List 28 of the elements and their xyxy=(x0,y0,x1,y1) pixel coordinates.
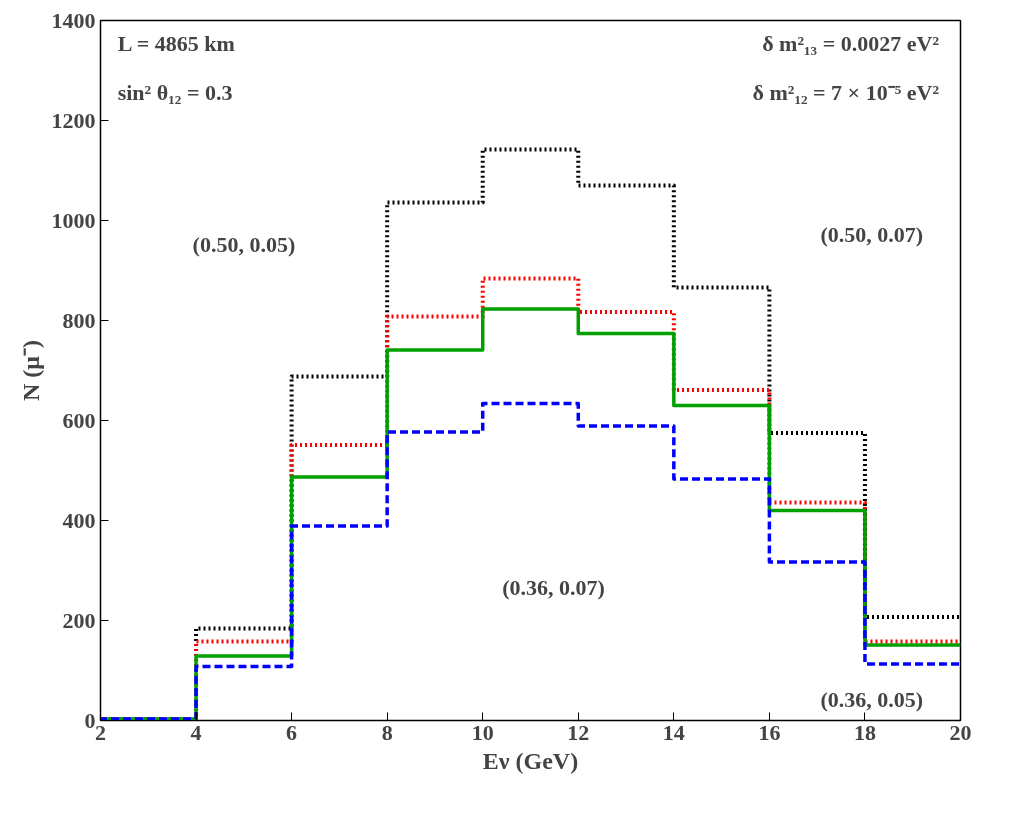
annotation: (0.36, 0.07) xyxy=(502,575,605,600)
annotation: δ m²₁₂ = 7 × 10⁻⁵ eV² xyxy=(752,80,940,105)
x-tick-label: 14 xyxy=(662,719,685,745)
y-tick-label: 200 xyxy=(62,607,96,633)
y-tick-label: 1000 xyxy=(51,207,96,233)
annotation: (0.36, 0.05) xyxy=(820,687,924,712)
annotation: sin² θ₁₂ = 0.3 xyxy=(117,80,233,105)
x-tick-label: 4 xyxy=(190,719,202,745)
y-tick-label: 800 xyxy=(62,307,96,333)
y-tick-label: 0 xyxy=(84,707,96,733)
x-tick-label: 2 xyxy=(95,719,106,745)
x-tick-label: 6 xyxy=(286,719,298,745)
y-tick-label: 1400 xyxy=(51,7,96,33)
x-tick-label: 8 xyxy=(381,719,393,745)
x-axis-title: Eν (GeV) xyxy=(482,747,579,774)
x-tick-label: 20 xyxy=(949,719,972,745)
x-tick-label: 10 xyxy=(471,719,494,745)
y-axis-title: N (μ⁻) xyxy=(17,340,44,401)
x-tick-label: 18 xyxy=(853,719,876,745)
annotation: L = 4865 km xyxy=(117,31,235,56)
y-tick-label: 1200 xyxy=(51,107,96,133)
annotation: (0.50, 0.07) xyxy=(820,221,924,247)
x-tick-label: 12 xyxy=(567,719,590,745)
annotation: δ m²₁₃ = 0.0027 eV² xyxy=(762,31,940,56)
x-tick-label: 16 xyxy=(758,719,781,745)
y-tick-label: 600 xyxy=(62,407,96,433)
annotation: (0.50, 0.05) xyxy=(192,232,296,257)
y-tick-label: 400 xyxy=(62,507,96,533)
